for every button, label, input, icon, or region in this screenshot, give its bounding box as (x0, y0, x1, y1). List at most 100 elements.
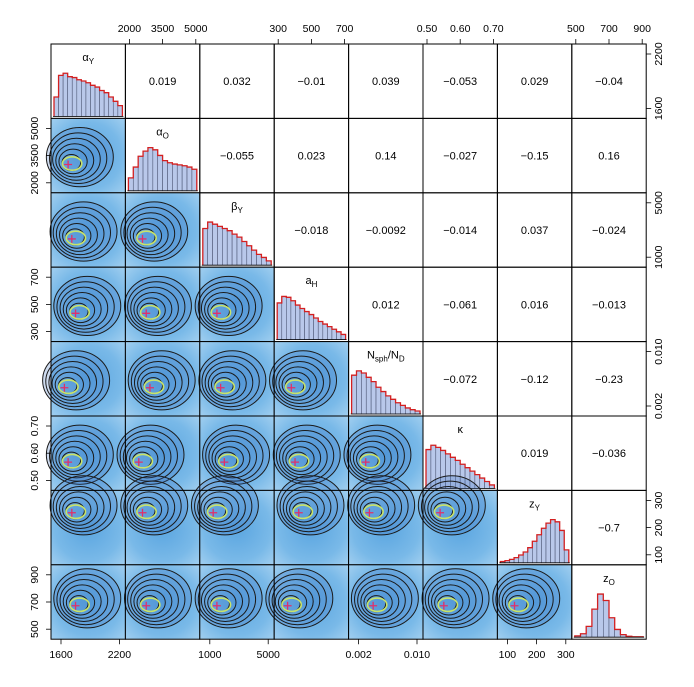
correlation-value: −0.013 (592, 299, 626, 311)
correlation-value: −0.7 (598, 523, 620, 535)
density-contour (59, 491, 98, 526)
tick-label: 3500 (29, 144, 41, 168)
parameter-symbol: α (156, 126, 163, 138)
density-contour (58, 446, 88, 472)
correlation-value: −0.053 (443, 76, 477, 88)
mode-marker (64, 458, 73, 467)
correlation-value: 0.039 (372, 76, 400, 88)
parameter-subscript: Y (89, 57, 95, 66)
correlation-value: −0.024 (592, 225, 626, 237)
credible-contour (292, 504, 314, 520)
tick-label: 3500 (151, 23, 175, 35)
histogram-bar (53, 96, 59, 117)
parameter-subscript: sph (375, 355, 388, 364)
histogram-bar (550, 519, 556, 564)
histogram-bar (99, 90, 105, 117)
density-contour (282, 485, 332, 529)
density-contour (197, 281, 257, 333)
panel-3-0 (50, 266, 126, 343)
tick-label: 700 (29, 268, 41, 286)
histogram-bar (128, 177, 134, 192)
panel-7-1 (123, 564, 201, 640)
histogram-bar (251, 249, 257, 266)
tick-label: 500 (303, 23, 321, 35)
parameter-label: zO (603, 573, 615, 587)
density-curve (350, 370, 421, 414)
tick-label: 200 (653, 519, 665, 537)
panel-layer: αY0.019 0.032 −0.01 0.039 −0.053 0.029 −0.04αO… (42, 43, 647, 640)
correlation-value: 0.029 (521, 76, 549, 88)
panel-7-5 (421, 564, 498, 640)
mode-marker (220, 458, 229, 467)
correlation-value: 0.16 (598, 151, 619, 163)
density-contour (52, 206, 112, 259)
tick-label: 5000 (184, 23, 208, 35)
histogram-bar (608, 617, 615, 638)
density-contour (123, 480, 182, 533)
histogram-bar (212, 223, 218, 266)
panel-1-7: 0.16 (571, 117, 647, 194)
credible-contour (136, 230, 157, 246)
histogram-bar (231, 233, 238, 266)
histogram-bar (375, 386, 382, 415)
histogram-bar (191, 168, 198, 192)
density-contour (62, 222, 92, 249)
density-contour (55, 143, 95, 178)
histogram-bar (295, 304, 301, 340)
parameter-subscript: O (163, 131, 169, 140)
density-contour (360, 584, 400, 619)
density-contour (136, 589, 166, 616)
parameter-symbol: a (305, 275, 312, 287)
density-contour (207, 297, 237, 324)
tick-label: 700 (29, 593, 41, 611)
tick-label: 900 (29, 566, 41, 584)
histogram-bar (308, 314, 314, 340)
density-contour (504, 589, 535, 616)
histogram-bar (147, 147, 154, 192)
density-contour (133, 361, 183, 404)
tick-label: 5000 (653, 191, 665, 215)
credible-contour (359, 453, 381, 469)
mode-marker (145, 383, 154, 392)
mode-marker (138, 508, 147, 517)
credible-contour (362, 504, 384, 520)
parameter-label: κ (457, 424, 463, 436)
parameter-symbol: z (603, 573, 609, 585)
credible-contour (433, 504, 455, 520)
tick-label: 500 (29, 295, 41, 313)
density-contour (427, 578, 477, 622)
correlation-value: 0.023 (298, 151, 326, 163)
mode-marker (142, 309, 151, 318)
density-contour (55, 485, 105, 529)
density-contour (129, 491, 169, 526)
density-contour (197, 573, 257, 626)
density-contour (275, 361, 324, 404)
histogram-bar (112, 100, 119, 117)
panel-4-3 (269, 341, 350, 417)
correlation-value: 0.032 (223, 76, 251, 88)
credible-contour (284, 379, 306, 395)
density-contour (271, 578, 321, 622)
histogram-bar (142, 150, 149, 192)
histogram-bar (108, 96, 114, 117)
panel-0-4: 0.039 (348, 43, 424, 119)
density-contour (136, 297, 166, 324)
credible-contour (65, 230, 87, 246)
density-background (423, 564, 498, 640)
panel-0-2: 0.032 (199, 43, 275, 119)
histogram-bar (152, 149, 159, 192)
histogram-bar (290, 300, 296, 340)
density-contour (356, 491, 396, 526)
density-contour (356, 446, 386, 472)
density-contour (424, 573, 484, 626)
panel-3-3: aH (273, 266, 350, 343)
parameter-symbol: κ (457, 424, 463, 436)
panel-1-6: −0.15 (496, 117, 573, 194)
credible-contour (139, 304, 161, 320)
panel-2-3: −0.018 (273, 192, 350, 268)
histogram-bar (186, 166, 193, 192)
density-contour (204, 584, 244, 619)
tick-label: 300 (269, 23, 287, 35)
mode-marker (439, 601, 448, 610)
